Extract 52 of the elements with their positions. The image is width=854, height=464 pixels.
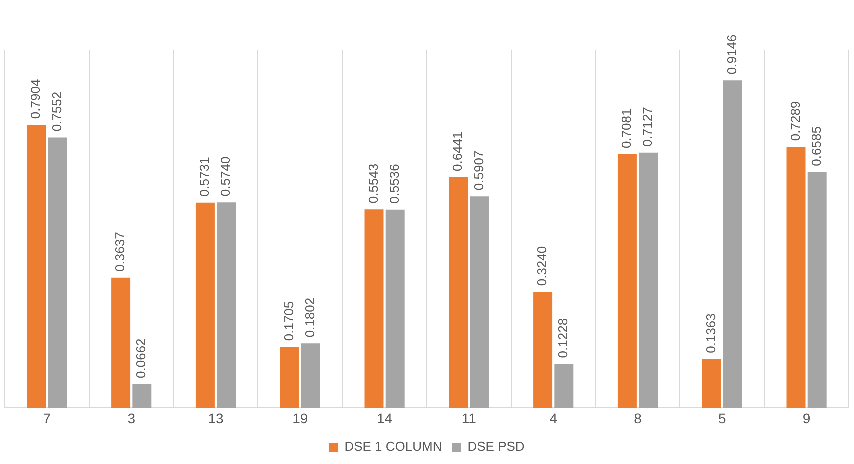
data-label: 0.1363 [703,314,718,354]
data-label: 0.7904 [28,79,44,120]
data-label: 0.5536 [386,164,402,204]
x-tick-label: 11 [462,410,477,426]
data-label: 0.3240 [534,246,550,286]
bar [48,138,68,408]
x-tick-label: 5 [718,410,726,426]
bar [808,172,827,408]
legend-label: DSE 1 COLUMN [344,439,442,454]
x-tick-label: 19 [292,410,308,426]
data-label: 0.5907 [471,150,486,191]
data-label: 0.0662 [134,338,149,378]
x-tick-label: 9 [802,410,811,426]
data-label: 0.7289 [788,101,803,142]
data-label: 0.7552 [49,92,64,132]
bar [132,384,152,408]
bar [301,344,320,408]
data-label: 0.5731 [197,157,212,197]
x-tick-label: 8 [634,410,642,426]
bar [470,196,490,408]
bar [364,210,384,408]
x-tick-label: 14 [377,410,393,426]
bar [618,154,637,408]
data-label: 0.1802 [302,298,318,338]
data-label: 0.5740 [218,156,234,197]
data-label: 0.6441 [450,132,466,172]
bar [786,147,806,408]
data-label: 0.6585 [808,126,824,166]
data-label: 0.3637 [112,232,128,272]
x-tick-label: 4 [550,410,558,426]
bar [112,278,131,408]
bar [639,152,658,408]
bar [534,292,553,408]
x-tick-label: 7 [43,410,52,426]
bar [386,210,405,408]
bar [554,364,574,408]
bar [27,125,46,408]
bar [702,359,722,408]
data-label: 0.9146 [724,34,740,75]
bar [280,347,300,408]
data-label: 0.1228 [556,318,571,358]
data-label: 0.7081 [619,108,634,149]
data-label: 0.7127 [640,107,656,147]
x-tick-label: 3 [128,410,136,426]
x-tick-label: 13 [208,410,224,426]
bar [449,177,468,408]
legend-label: DSE PSD [468,439,525,454]
bar [723,80,742,408]
data-label: 0.1705 [281,301,296,342]
bar [217,202,236,408]
bar [196,202,215,408]
data-label: 0.5543 [366,164,381,204]
